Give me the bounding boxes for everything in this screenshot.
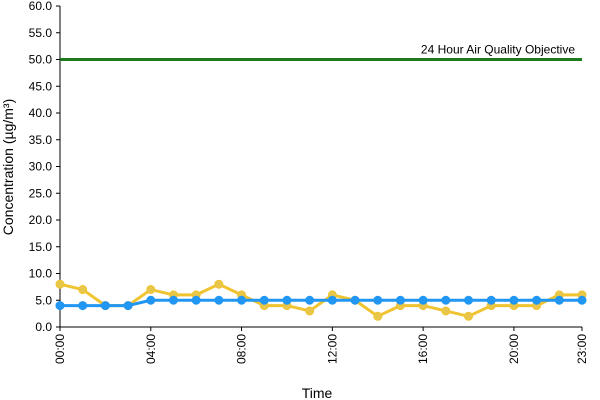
data-point: [282, 295, 292, 305]
data-point: [486, 295, 496, 305]
y-tick-label: 20.0: [29, 213, 53, 227]
data-point: [532, 295, 542, 305]
data-point: [100, 301, 110, 311]
y-axis: 0.0 5.0 10.0 15.0 20.0 25.0 30.0 35.0 40.0 45.0 50…: [29, 0, 61, 334]
data-point: [305, 295, 315, 305]
data-point: [146, 285, 156, 295]
x-tick-label: 20:00: [507, 334, 521, 364]
x-tick-label: 08:00: [235, 334, 249, 364]
data-point: [395, 295, 405, 305]
data-point: [259, 295, 269, 305]
y-tick-label: 45.0: [29, 79, 53, 93]
data-point: [78, 301, 88, 311]
data-point: [327, 295, 337, 305]
x-tick-label: 00:00: [53, 334, 67, 364]
y-tick-label: 0.0: [35, 320, 52, 334]
data-point: [373, 295, 383, 305]
y-tick-label: 55.0: [29, 26, 53, 40]
series-2: [55, 295, 587, 311]
y-tick-label: 25.0: [29, 186, 53, 200]
data-point: [554, 295, 564, 305]
data-point: [441, 306, 451, 316]
data-point: [146, 295, 156, 305]
y-axis-title: Concentration (µg/m³): [0, 99, 16, 235]
data-point: [168, 295, 178, 305]
x-tick-label: 16:00: [416, 334, 430, 364]
data-point: [373, 311, 383, 321]
y-tick-label: 40.0: [29, 106, 53, 120]
x-tick-label: 23:00: [575, 334, 589, 364]
data-point: [214, 295, 224, 305]
data-point: [78, 285, 88, 295]
x-axis: 00:00 04:00 08:00 12:00 16:00 20:00 23:00: [53, 326, 589, 364]
data-point: [123, 301, 133, 311]
air-quality-objective: 24 Hour Air Quality Objective: [60, 43, 582, 61]
data-point: [509, 295, 519, 305]
data-point: [191, 295, 201, 305]
data-point: [418, 295, 428, 305]
data-point: [464, 295, 474, 305]
data-point: [305, 306, 315, 316]
x-axis-title: Time: [302, 385, 333, 400]
y-tick-label: 10.0: [29, 267, 53, 281]
series-group: [55, 279, 587, 321]
data-point: [214, 279, 224, 289]
data-point: [350, 295, 360, 305]
data-point: [237, 295, 247, 305]
data-point: [55, 301, 65, 311]
data-point: [464, 311, 474, 321]
y-tick-label: 5.0: [35, 293, 52, 307]
y-tick-label: 60.0: [29, 0, 53, 13]
y-tick-label: 35.0: [29, 133, 53, 147]
y-tick-label: 50.0: [29, 53, 53, 67]
data-point: [577, 295, 587, 305]
x-tick-label: 04:00: [144, 334, 158, 364]
data-point: [55, 279, 65, 289]
data-point: [441, 295, 451, 305]
objective-label: 24 Hour Air Quality Objective: [421, 43, 575, 57]
y-tick-label: 30.0: [29, 160, 53, 174]
y-tick-label: 15.0: [29, 240, 53, 254]
x-tick-label: 12:00: [325, 334, 339, 364]
